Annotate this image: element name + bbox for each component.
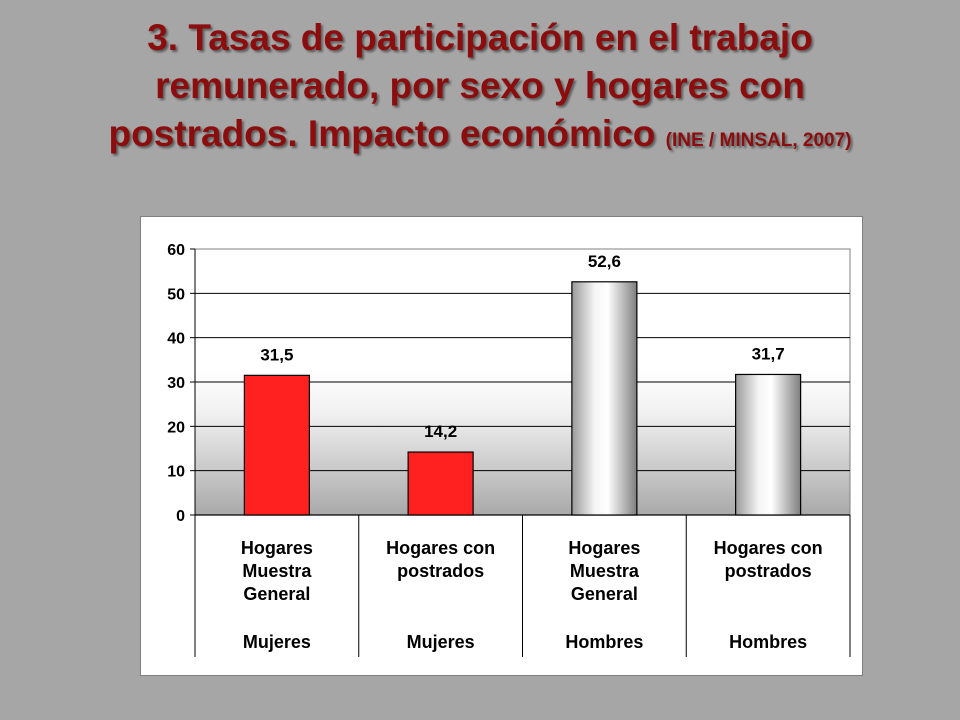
title-line-1: 3. Tasas de participación en el trabajo [147,17,813,58]
category-label: Hogares con [386,538,495,558]
title-line-3: postrados. Impacto económico (INE / MINS… [20,110,940,165]
data-label: 52,6 [588,252,621,271]
group-label: Hombres [729,632,807,652]
data-labels: 31,5 14,2 52,6 31,7 [260,252,784,441]
category-label: Muestra [570,561,640,581]
y-tick-label: 50 [167,286,185,303]
group-label: Mujeres [243,632,311,652]
category-label: postrados [725,561,812,581]
y-tick-label: 20 [167,419,185,436]
data-label: 31,7 [752,344,785,363]
category-label: General [571,584,638,604]
bar [407,451,474,516]
group-label: Mujeres [407,632,475,652]
category-label: postrados [397,561,484,581]
y-tick-label: 10 [167,464,185,481]
category-label: Hogares con [714,538,823,558]
y-tick-label: 40 [167,331,185,348]
y-tick-label: 0 [176,508,185,525]
bar [243,374,310,516]
y-tick-label: 60 [167,242,185,259]
chart-frame: 0 10 20 30 40 50 60 31,5 14,2 52,6 31,7 Hogares Mu… [140,216,863,676]
bar [735,373,802,516]
data-label: 31,5 [260,345,293,364]
y-tick-label: 30 [167,375,185,392]
title-source: (INE / MINSAL, 2007) [665,130,852,151]
category-label: Hogares [568,538,640,558]
bar-chart: 0 10 20 30 40 50 60 31,5 14,2 52,6 31,7 Hogares Mu… [167,242,851,657]
data-label: 14,2 [424,422,457,441]
category-label: Hogares [241,538,313,558]
slide-title: 3. Tasas de participación en el trabajo … [20,14,940,165]
title-line-2: remunerado, por sexo y hogares con [155,65,805,106]
category-label: General [243,584,310,604]
title-line-3-main: postrados. Impacto económico [108,113,656,154]
y-axis-ticks: 0 10 20 30 40 50 60 [167,242,185,525]
bars [243,281,802,516]
bar [571,281,638,516]
group-label: Hombres [565,632,643,652]
category-label: Muestra [242,561,312,581]
category-table: Hogares Muestra General Mujeres Hogares con p… [194,515,851,657]
